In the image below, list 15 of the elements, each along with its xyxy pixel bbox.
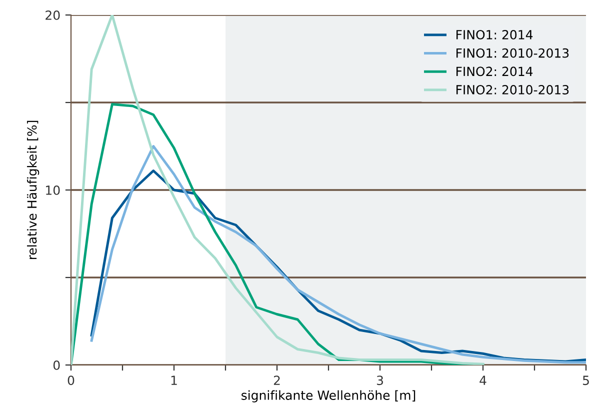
x-tick-label: 4 bbox=[480, 376, 486, 385]
y-tick-label: 10 bbox=[46, 185, 60, 195]
y-tick-label: 20 bbox=[46, 10, 60, 20]
x-tick-label: 3 bbox=[376, 376, 383, 386]
legend-label: FINO1: 2010-2013 bbox=[456, 48, 569, 58]
x-tick-label: 5 bbox=[582, 376, 589, 386]
y-tick-label: 0 bbox=[53, 360, 60, 370]
x-axis-title: signifikante Wellenhöhe [m] bbox=[242, 390, 416, 402]
x-tick-label: 2 bbox=[274, 376, 280, 385]
legend-label: FINO1: 2014 bbox=[456, 30, 533, 40]
legend-label: FINO2: 2014 bbox=[456, 66, 533, 76]
x-tick-label: 0 bbox=[68, 376, 74, 386]
legend-label: FINO2: 2010-2013 bbox=[456, 85, 569, 94]
y-axis-title: relative Häufigkeit [%] bbox=[27, 120, 40, 260]
x-tick-label: 1 bbox=[171, 376, 177, 385]
